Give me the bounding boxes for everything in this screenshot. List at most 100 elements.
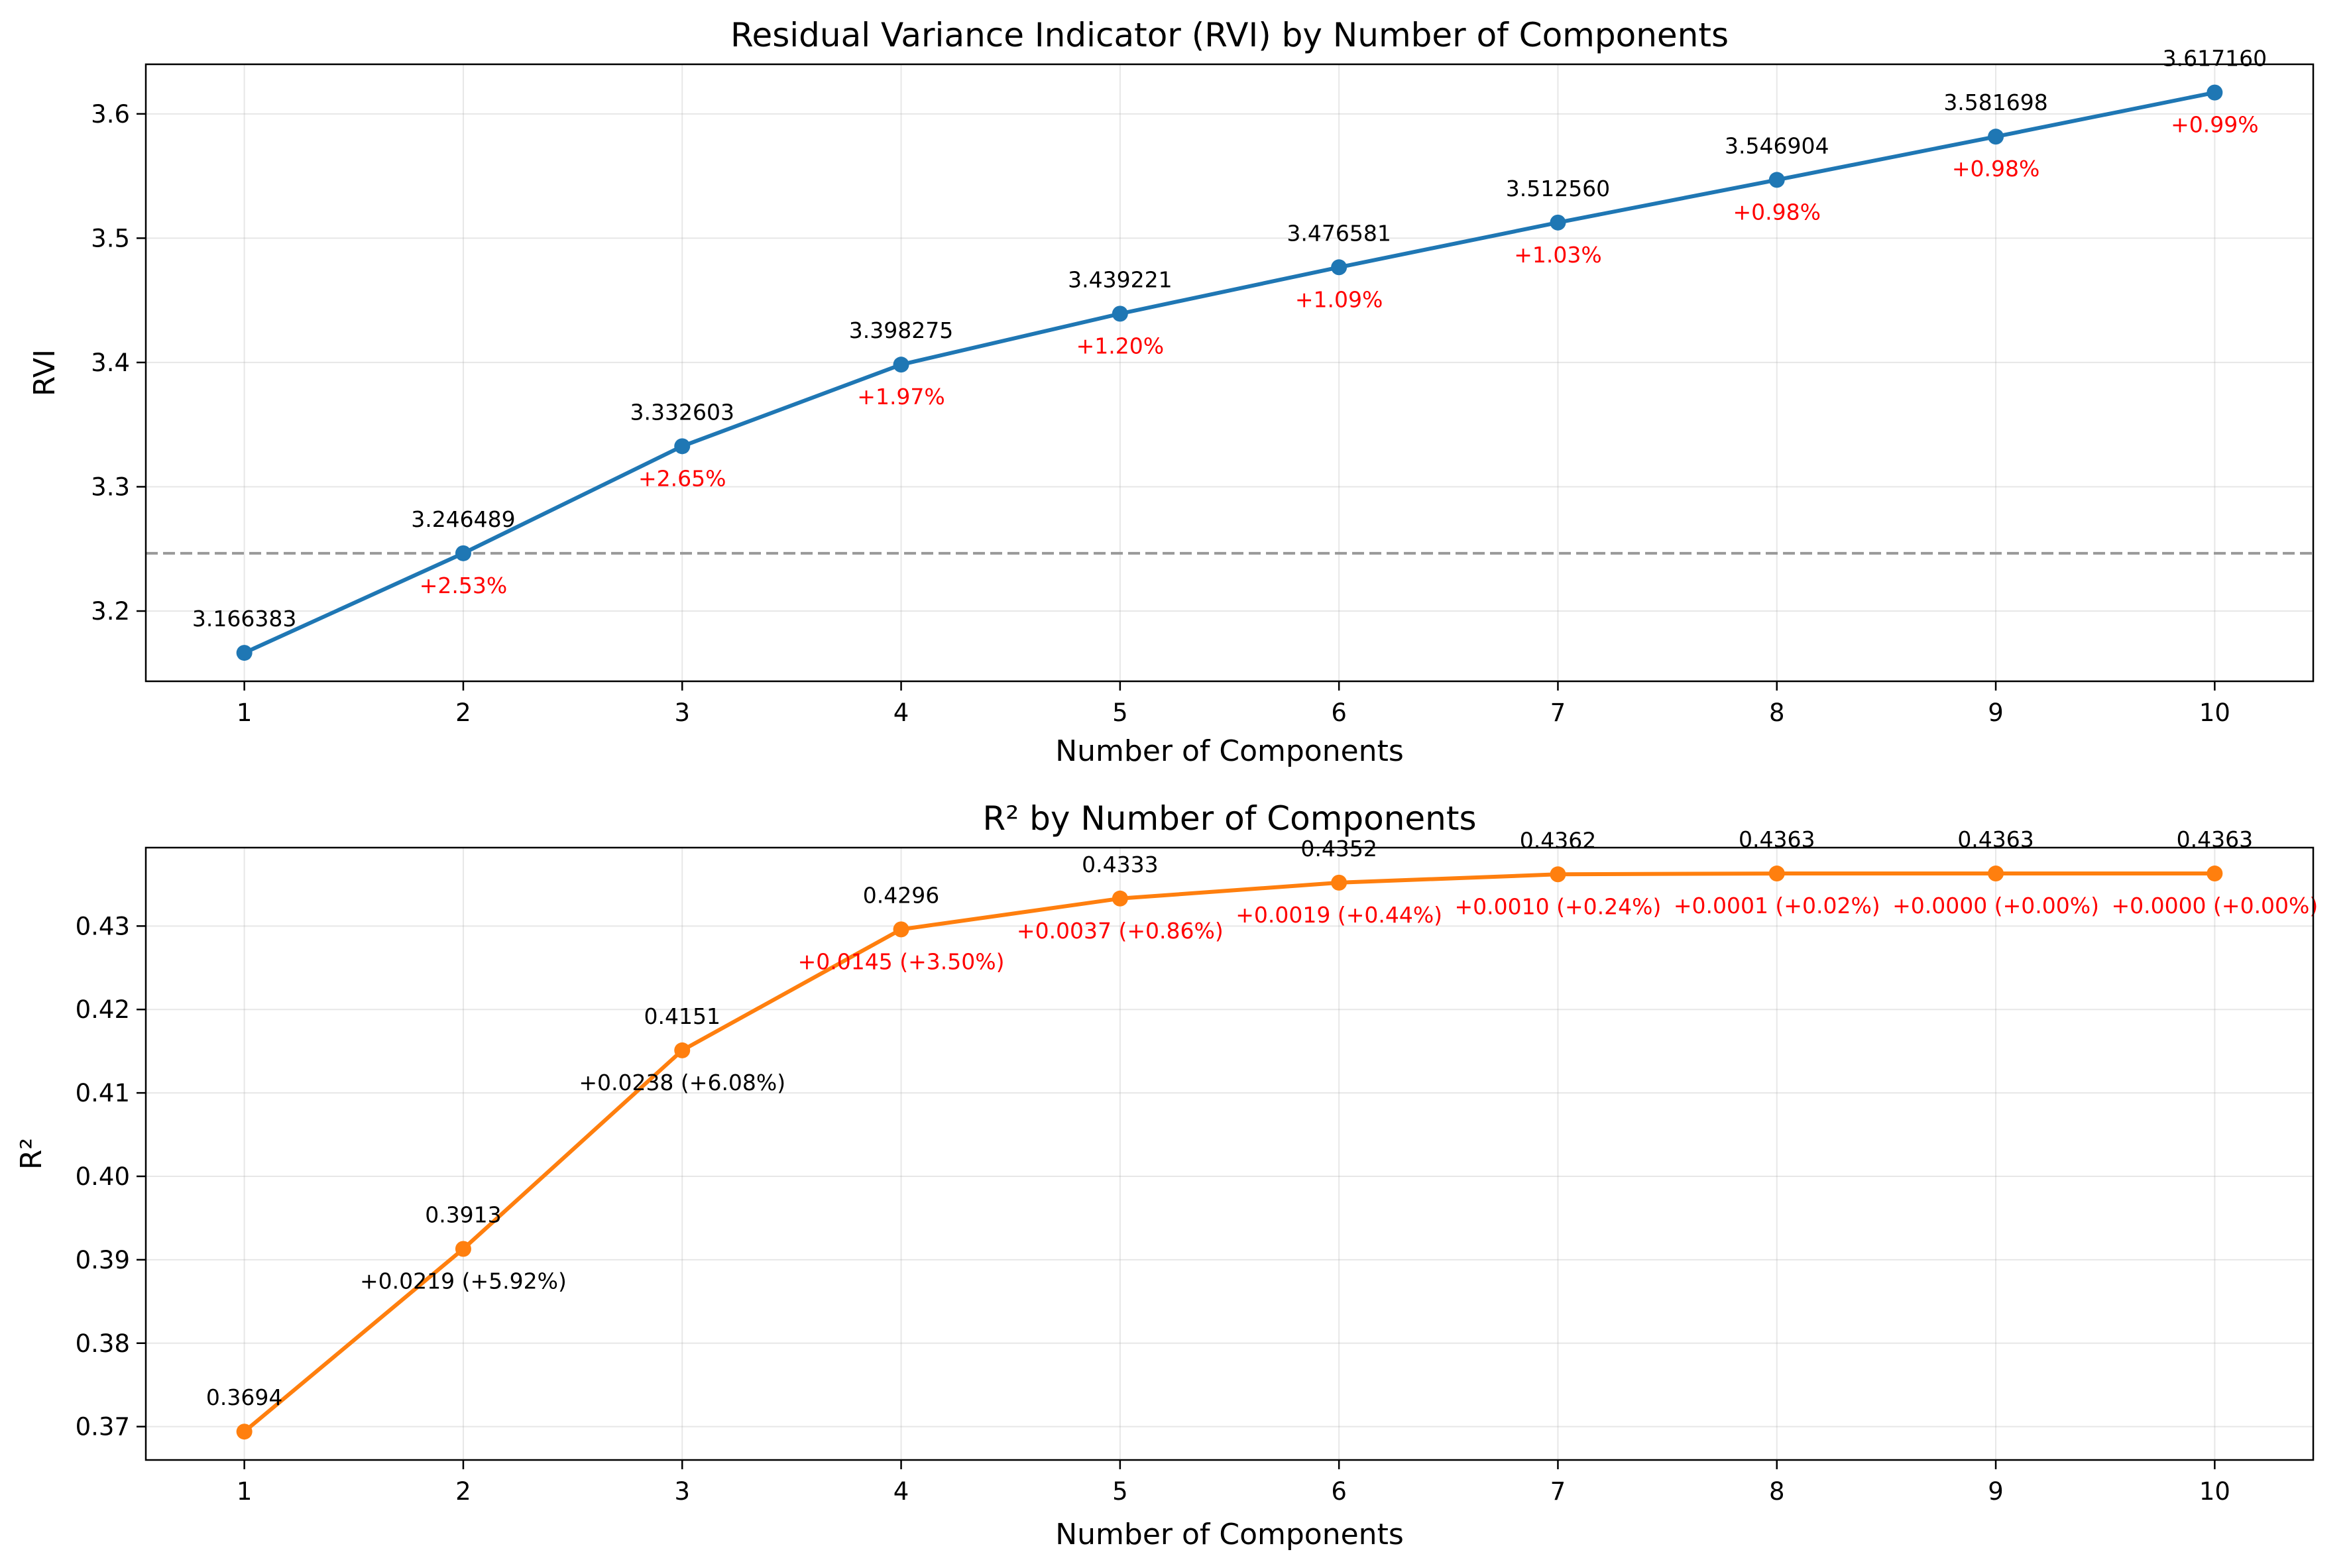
data-point [1331,874,1348,891]
data-point [455,545,471,561]
data-point [1550,866,1566,883]
chart-title: R² by Number of Components [982,799,1476,838]
x-tick-label: 1 [237,699,253,727]
y-tick-label: 3.4 [91,349,130,377]
x-tick-label: 3 [674,1477,690,1506]
y-axis-label: R² [15,1138,48,1170]
series-line [242,871,2217,1434]
x-tick-label: 1 [237,1477,253,1506]
data-label: 0.4296 [863,882,939,908]
x-tick-label: 10 [2199,1477,2230,1506]
data-point [236,1424,253,1440]
data-label: 0.3694 [206,1384,282,1410]
data-label: 0.4352 [1300,836,1377,862]
y-tick-label: 0.42 [76,995,130,1024]
data-point [674,1042,691,1058]
delta-annotation: +0.98% [1952,156,2039,182]
chart-panel-1: 3.1663833.2464893.3326033.3982753.439221… [28,16,2315,768]
data-label: 3.512560 [1506,176,1610,201]
chart-title: Residual Variance Indicator (RVI) by Num… [730,16,1729,54]
delta-annotation: +0.0219 (+5.92%) [360,1268,567,1294]
data-label: 3.398275 [849,317,953,343]
data-label: 0.4333 [1082,852,1158,877]
x-tick-label: 7 [1550,1477,1566,1506]
delta-annotation: +1.20% [1076,333,1164,359]
data-point [2207,866,2223,882]
x-tick-label: 6 [1331,699,1347,727]
x-axis-label: Number of Components [1055,734,1404,768]
delta-annotation: +2.53% [420,573,507,598]
x-tick-label: 5 [1112,699,1128,727]
y-tick-label: 0.38 [76,1329,130,1358]
delta-annotation: +1.09% [1295,286,1383,312]
y-tick-label: 0.41 [76,1079,130,1107]
data-label: 3.332603 [630,399,734,425]
series-line [242,90,2217,655]
delta-annotation: +0.0037 (+0.86%) [1017,918,1224,944]
data-label: 0.3913 [425,1202,501,1228]
delta-annotation: +0.0238 (+6.08%) [579,1070,785,1095]
x-tick-label: 10 [2199,699,2230,727]
x-tick-label: 8 [1769,1477,1785,1506]
x-tick-label: 3 [674,699,690,727]
data-label: 3.246489 [411,506,515,532]
data-point [1988,866,2004,882]
delta-annotation: +0.0019 (+0.44%) [1235,902,1442,928]
delta-annotation: +0.0145 (+3.50%) [798,948,1005,974]
x-tick-label: 2 [455,699,471,727]
data-point [1112,890,1128,907]
y-axis-label: RVI [28,349,62,396]
data-point [1768,866,1785,882]
data-label: 0.4151 [644,1003,720,1029]
data-label: 3.581698 [1943,89,2047,115]
x-tick-label: 6 [1331,1477,1347,1506]
data-point [1988,129,2004,145]
delta-annotation: +1.03% [1514,242,1601,268]
x-tick-label: 9 [1988,1477,2004,1506]
delta-annotation: +0.99% [2171,112,2258,138]
data-point [455,1241,471,1257]
x-tick-label: 7 [1550,699,1566,727]
y-tick-label: 3.3 [91,473,130,501]
y-tick-label: 3.5 [91,224,130,252]
x-tick-label: 5 [1112,1477,1128,1506]
data-label: 3.546904 [1725,133,1829,158]
y-tick-label: 3.6 [91,100,130,129]
y-tick-label: 0.40 [76,1162,130,1191]
data-label: 3.476581 [1287,220,1391,246]
data-point [893,357,909,373]
delta-annotation: +0.0000 (+0.00%) [1892,893,2099,919]
x-tick-label: 2 [455,1477,471,1506]
data-label: 3.617160 [2163,46,2267,72]
delta-annotation: +0.0001 (+0.02%) [1674,893,1880,919]
y-tick-label: 0.43 [76,912,130,940]
delta-annotation: +1.97% [857,384,945,410]
data-point [1331,259,1348,276]
data-point [674,438,691,455]
y-tick-label: 3.2 [91,597,130,626]
x-axis-label: Number of Components [1055,1518,1404,1551]
x-tick-label: 4 [893,699,909,727]
data-point [236,645,253,661]
delta-annotation: +0.0000 (+0.00%) [2111,893,2318,919]
delta-annotation: +0.0010 (+0.24%) [1455,893,1662,919]
data-label: 0.4362 [1520,827,1596,853]
data-point [1112,306,1128,322]
data-point [893,921,909,938]
y-tick-label: 0.39 [76,1246,130,1274]
delta-annotation: +0.98% [1733,199,1821,225]
data-label: 3.166383 [192,606,296,632]
data-point [1768,172,1785,188]
data-point [1550,214,1566,231]
x-tick-label: 8 [1769,699,1785,727]
data-label: 3.439221 [1068,266,1172,292]
x-tick-label: 4 [893,1477,909,1506]
plot-frame [144,63,2315,683]
plot-frame [144,846,2315,1461]
data-point [2207,84,2223,101]
delta-annotation: +2.65% [638,465,726,491]
y-tick-label: 0.37 [76,1413,130,1441]
x-tick-label: 9 [1988,699,2004,727]
